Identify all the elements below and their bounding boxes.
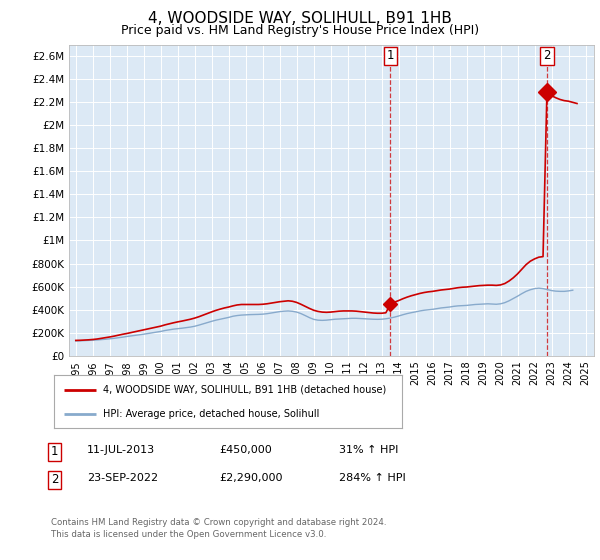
Text: £450,000: £450,000	[219, 445, 272, 455]
Text: 1: 1	[387, 49, 394, 63]
Text: Contains HM Land Registry data © Crown copyright and database right 2024.: Contains HM Land Registry data © Crown c…	[51, 518, 386, 527]
Text: 2: 2	[543, 49, 551, 63]
Text: 23-SEP-2022: 23-SEP-2022	[87, 473, 158, 483]
Text: 1: 1	[51, 445, 59, 458]
Text: This data is licensed under the Open Government Licence v3.0.: This data is licensed under the Open Gov…	[51, 530, 326, 539]
Text: 284% ↑ HPI: 284% ↑ HPI	[339, 473, 406, 483]
Text: 2: 2	[51, 473, 59, 486]
Text: 4, WOODSIDE WAY, SOLIHULL, B91 1HB (detached house): 4, WOODSIDE WAY, SOLIHULL, B91 1HB (deta…	[103, 385, 386, 395]
Text: £2,290,000: £2,290,000	[219, 473, 283, 483]
Text: 31% ↑ HPI: 31% ↑ HPI	[339, 445, 398, 455]
Text: 11-JUL-2013: 11-JUL-2013	[87, 445, 155, 455]
Text: HPI: Average price, detached house, Solihull: HPI: Average price, detached house, Soli…	[103, 409, 319, 419]
Text: 4, WOODSIDE WAY, SOLIHULL, B91 1HB: 4, WOODSIDE WAY, SOLIHULL, B91 1HB	[148, 11, 452, 26]
Text: Price paid vs. HM Land Registry's House Price Index (HPI): Price paid vs. HM Land Registry's House …	[121, 24, 479, 37]
